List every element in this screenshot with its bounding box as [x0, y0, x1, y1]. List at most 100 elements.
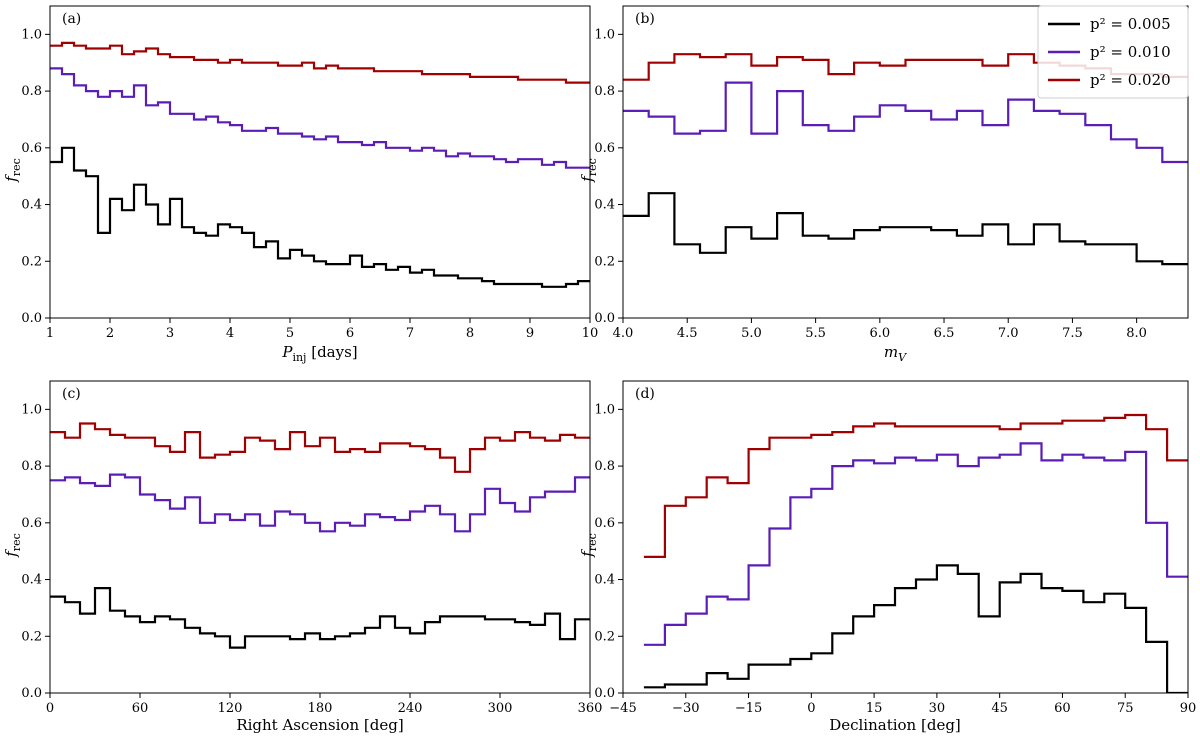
x-tick-label-c-5: 300 [488, 701, 513, 716]
y-tick-label-d-3: 0.6 [594, 516, 615, 531]
plot-area-d: −45 −30 −15 0 15 30 45 60 75 90 0.0 0.2 0.4 0.6 0.8 1.0 [594, 380, 1197, 716]
x-tick-label-d-0: −45 [609, 701, 636, 716]
plot-area-a: 1 2 3 4 5 6 7 8 9 10 0.0 0.2 0.4 0.6 0.8 1.0 [21, 5, 599, 341]
x-tick-label-a-2: 3 [166, 326, 174, 341]
series-line-a-0 [50, 146, 590, 288]
panel-c-ylabel: frec [2, 533, 23, 558]
series-line-a-2 [50, 41, 590, 84]
x-tick-label-c-3: 180 [308, 701, 333, 716]
x-tick-label-d-3: 0 [807, 701, 815, 716]
x-tick-label-a-8: 9 [526, 326, 534, 341]
x-tick-label-b-8: 8.0 [1126, 326, 1147, 341]
series-line-c-0 [50, 587, 590, 649]
legend-label-0: p² = 0.005 [1090, 15, 1171, 33]
y-tick-label-c-3: 0.6 [21, 516, 42, 531]
x-tick-label-a-1: 2 [106, 326, 114, 341]
panel-a-xlabel: Pinj [days] [281, 343, 357, 364]
series-line-c-1 [50, 473, 590, 533]
legend-label-1: p² = 0.010 [1090, 43, 1171, 61]
x-tick-label-c-6: 360 [578, 701, 603, 716]
y-tick-label-d-0: 0.0 [594, 686, 615, 701]
y-tick-label-c-1: 0.2 [21, 629, 42, 644]
panel-a: 1 2 3 4 5 6 7 8 9 10 0.0 0.2 0.4 0.6 0.8 1.0 (a) Pinj [… [2, 5, 599, 364]
x-tick-label-a-5: 6 [346, 326, 354, 341]
y-tick-label-a-5: 1.0 [21, 27, 42, 42]
x-tick-label-a-9: 10 [582, 326, 599, 341]
legend-entry-1: p² = 0.010 [1048, 43, 1171, 61]
x-tick-label-d-9: 90 [1180, 701, 1197, 716]
panel-b-xlabel: mV [884, 343, 907, 364]
x-tick-label-c-2: 120 [218, 701, 243, 716]
y-tick-label-b-2: 0.4 [594, 198, 615, 213]
x-tick-label-a-3: 4 [226, 326, 234, 341]
x-tick-label-d-5: 30 [929, 701, 946, 716]
x-tick-label-b-6: 7.0 [998, 326, 1019, 341]
series-line-d-0 [643, 564, 1188, 693]
series-line-a-1 [50, 67, 590, 169]
legend-entry-2: p² = 0.020 [1048, 71, 1171, 89]
x-tick-label-c-1: 60 [132, 701, 149, 716]
y-tick-label-a-3: 0.6 [21, 141, 42, 156]
y-tick-label-d-1: 0.2 [594, 629, 615, 644]
series-group-c [50, 422, 590, 649]
x-tick-label-d-4: 15 [866, 701, 883, 716]
x-tick-label-b-5: 6.5 [934, 326, 955, 341]
series-line-b-1 [623, 81, 1188, 164]
y-tick-label-b-1: 0.2 [594, 254, 615, 269]
x-tick-label-d-1: −30 [672, 701, 699, 716]
panel-d-xlabel: Declination [deg] [829, 716, 961, 734]
legend: p² = 0.005 p² = 0.010 p² = 0.020 [1037, 5, 1189, 99]
y-tick-label-d-5: 1.0 [594, 402, 615, 417]
y-tick-label-c-5: 1.0 [21, 402, 42, 417]
y-tick-label-c-2: 0.4 [21, 573, 42, 588]
series-group-d [643, 413, 1188, 693]
panel-a-label: (a) [62, 11, 81, 27]
series-group-a [50, 41, 590, 288]
series-line-d-1 [643, 442, 1188, 646]
axes-frame-a [49, 5, 591, 319]
axes-frame-d [622, 380, 1189, 694]
y-tick-label-b-5: 1.0 [594, 27, 615, 42]
x-tick-label-d-2: −15 [735, 701, 762, 716]
x-tick-label-b-1: 4.5 [677, 326, 698, 341]
panel-b-ylabel: frec [578, 158, 599, 183]
y-tick-label-b-0: 0.0 [594, 311, 615, 326]
series-line-c-2 [50, 422, 590, 473]
x-tick-label-c-4: 240 [398, 701, 423, 716]
panel-c-label: (c) [62, 386, 81, 402]
series-line-d-2 [643, 413, 1188, 558]
axes-frame-c [49, 380, 591, 694]
panel-d-ylabel: frec [578, 533, 599, 558]
x-tick-label-b-2: 5.0 [741, 326, 762, 341]
y-tick-label-c-0: 0.0 [21, 686, 42, 701]
x-tick-label-d-7: 60 [1054, 701, 1071, 716]
legend-label-2: p² = 0.020 [1090, 71, 1171, 89]
y-tick-label-a-0: 0.0 [21, 311, 42, 326]
y-tick-label-d-4: 0.8 [594, 459, 615, 474]
axes-frame-b [622, 5, 1189, 319]
legend-box [1037, 5, 1189, 99]
panel-b-label: (b) [635, 11, 655, 27]
series-line-b-0 [623, 192, 1188, 266]
panel-d: −45 −30 −15 0 15 30 45 60 75 90 0.0 0.2 0.4 0.6 0.8 1.0… [578, 380, 1197, 734]
y-tick-label-c-4: 0.8 [21, 459, 42, 474]
x-tick-label-a-6: 7 [406, 326, 414, 341]
panel-c: 0 60 120 180 240 300 360 0.0 0.2 0.4 0.6 0.8 1.0 (c)… [2, 380, 603, 734]
x-tick-label-a-0: 1 [46, 326, 54, 341]
y-tick-label-b-3: 0.6 [594, 141, 615, 156]
y-tick-label-a-1: 0.2 [21, 254, 42, 269]
x-tick-label-b-0: 4.0 [613, 326, 634, 341]
x-tick-label-b-3: 5.5 [805, 326, 826, 341]
legend-entry-0: p² = 0.005 [1048, 15, 1171, 33]
panel-a-ylabel: frec [2, 158, 23, 183]
panel-c-xlabel: Right Ascension [deg] [236, 716, 403, 734]
y-tick-label-a-4: 0.8 [21, 84, 42, 99]
x-tick-label-d-8: 75 [1117, 701, 1134, 716]
panel-d-label: (d) [635, 386, 655, 402]
x-tick-label-c-0: 0 [46, 701, 54, 716]
x-tick-label-b-7: 7.5 [1062, 326, 1083, 341]
plot-area-c: 0 60 120 180 240 300 360 0.0 0.2 0.4 0.6 0.8 1.0 [21, 380, 603, 716]
x-tick-label-a-7: 8 [466, 326, 474, 341]
x-tick-label-b-4: 6.0 [869, 326, 890, 341]
